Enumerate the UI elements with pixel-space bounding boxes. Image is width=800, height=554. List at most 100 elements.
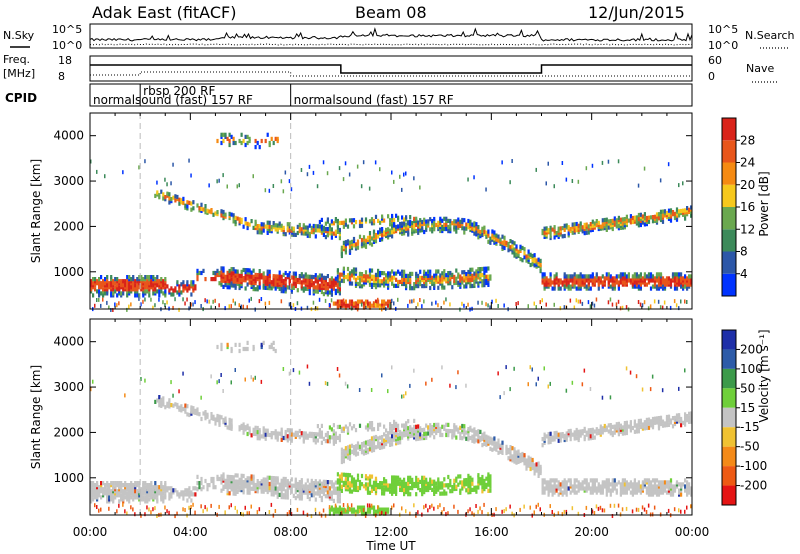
heatmap-cell bbox=[579, 299, 582, 304]
heatmap-cell bbox=[196, 474, 199, 479]
heatmap-cell bbox=[509, 451, 512, 456]
heatmap-cell bbox=[447, 422, 450, 427]
heatmap-cell bbox=[395, 224, 398, 230]
heatmap-cell bbox=[236, 216, 239, 221]
heatmap-cell bbox=[619, 217, 622, 222]
heatmap-cell bbox=[435, 481, 438, 486]
heatmap-cell bbox=[348, 456, 352, 461]
heatmap-cell bbox=[348, 304, 351, 309]
heatmap-cell bbox=[94, 303, 96, 308]
heatmap-cell bbox=[393, 275, 396, 280]
heatmap-cell bbox=[272, 340, 275, 345]
heatmap-cell bbox=[316, 481, 319, 486]
heatmap-cell bbox=[134, 279, 137, 284]
heatmap-cell bbox=[348, 422, 352, 427]
heatmap-cell bbox=[290, 187, 293, 192]
heatmap-cell bbox=[483, 441, 486, 446]
heatmap-cell bbox=[381, 510, 383, 515]
heatmap-cell bbox=[344, 275, 347, 280]
heatmap-cell bbox=[340, 299, 343, 304]
heatmap-cell bbox=[342, 472, 345, 477]
heatmap-cell bbox=[417, 483, 420, 489]
heatmap-cell bbox=[455, 280, 458, 285]
heatmap-cell bbox=[262, 426, 265, 431]
heatmap-cell bbox=[565, 486, 568, 491]
heatmap-cell bbox=[248, 222, 251, 227]
heatmap-cell bbox=[621, 272, 624, 277]
heatmap-cell bbox=[567, 225, 570, 230]
heatmap-cell bbox=[234, 473, 237, 478]
heatmap-cell bbox=[455, 276, 458, 281]
heatmap-cell bbox=[449, 281, 452, 286]
heatmap-cell bbox=[589, 286, 592, 291]
heatmap-cell bbox=[364, 299, 368, 304]
freq-label-line1: Freq. bbox=[3, 53, 30, 66]
heatmap-cell bbox=[346, 303, 350, 308]
heatmap-cell bbox=[441, 481, 444, 486]
heatmap-cell bbox=[228, 483, 231, 488]
heatmap-cell bbox=[246, 134, 249, 139]
heatmap-cell bbox=[248, 426, 251, 431]
heatmap-cell bbox=[162, 196, 165, 201]
heatmap-cell bbox=[126, 511, 128, 516]
heatmap-cell bbox=[393, 222, 396, 227]
colorbar-tick-label: 8 bbox=[740, 245, 748, 259]
heatmap-cell bbox=[567, 478, 570, 483]
heatmap-cell bbox=[100, 291, 103, 296]
heatmap-cell bbox=[152, 493, 155, 498]
heatmap-cell bbox=[374, 239, 378, 244]
heatmap-cell bbox=[423, 431, 426, 436]
heatmap-cell bbox=[218, 303, 220, 308]
heatmap-cell bbox=[581, 382, 584, 387]
heatmap-cell bbox=[589, 434, 592, 439]
heatmap-cell bbox=[188, 306, 190, 311]
heatmap-cell bbox=[368, 305, 372, 310]
heatmap-cell bbox=[302, 437, 305, 442]
heatmap-cell bbox=[346, 505, 350, 510]
heatmap-cell bbox=[457, 217, 460, 222]
heatmap-cell bbox=[288, 222, 291, 227]
heatmap-cell bbox=[186, 200, 189, 205]
heatmap-cell bbox=[453, 219, 456, 224]
heatmap-cell bbox=[427, 269, 430, 274]
heatmap-cell bbox=[690, 209, 693, 214]
heatmap-cell bbox=[102, 287, 105, 292]
heatmap-cell bbox=[204, 505, 206, 510]
heatmap-cell bbox=[288, 510, 291, 515]
heatmap-cell bbox=[449, 302, 451, 307]
heatmap-cell bbox=[300, 231, 303, 236]
heatmap-cell bbox=[383, 477, 386, 482]
heatmap-cell bbox=[603, 222, 606, 227]
heatmap-cell bbox=[565, 274, 568, 279]
heatmap-cell bbox=[238, 477, 241, 482]
heatmap-cell bbox=[487, 439, 490, 444]
heatmap-cell bbox=[591, 482, 594, 487]
heatmap-cell bbox=[659, 272, 663, 277]
heatmap-cell bbox=[475, 222, 478, 227]
heatmap-cell bbox=[140, 487, 143, 492]
heatmap-cell bbox=[447, 218, 450, 223]
heatmap-cell bbox=[573, 305, 576, 310]
heatmap-cell bbox=[613, 276, 616, 281]
heatmap-cell bbox=[332, 423, 335, 428]
heatmap-cell bbox=[405, 215, 408, 220]
heatmap-cell bbox=[385, 279, 388, 284]
heatmap-cell bbox=[633, 215, 636, 220]
heatmap-cell bbox=[312, 170, 315, 175]
heatmap-cell bbox=[433, 489, 436, 494]
heatmap-cell bbox=[575, 286, 578, 291]
heatmap-cell bbox=[441, 275, 444, 280]
heatmap-cell bbox=[465, 276, 468, 281]
heatmap-cell bbox=[379, 507, 382, 512]
heatmap-cell bbox=[340, 510, 343, 515]
heatmap-cell bbox=[523, 504, 525, 509]
heatmap-cell bbox=[360, 217, 364, 222]
heatmap-cell bbox=[597, 276, 600, 281]
heatmap-cell bbox=[154, 481, 157, 486]
heatmap-cell bbox=[350, 479, 354, 484]
heatmap-cell bbox=[358, 423, 362, 428]
heatmap-cell bbox=[366, 423, 370, 428]
heatmap-cell bbox=[387, 271, 390, 276]
heatmap-cell bbox=[372, 301, 375, 306]
heatmap-cell bbox=[194, 408, 197, 413]
